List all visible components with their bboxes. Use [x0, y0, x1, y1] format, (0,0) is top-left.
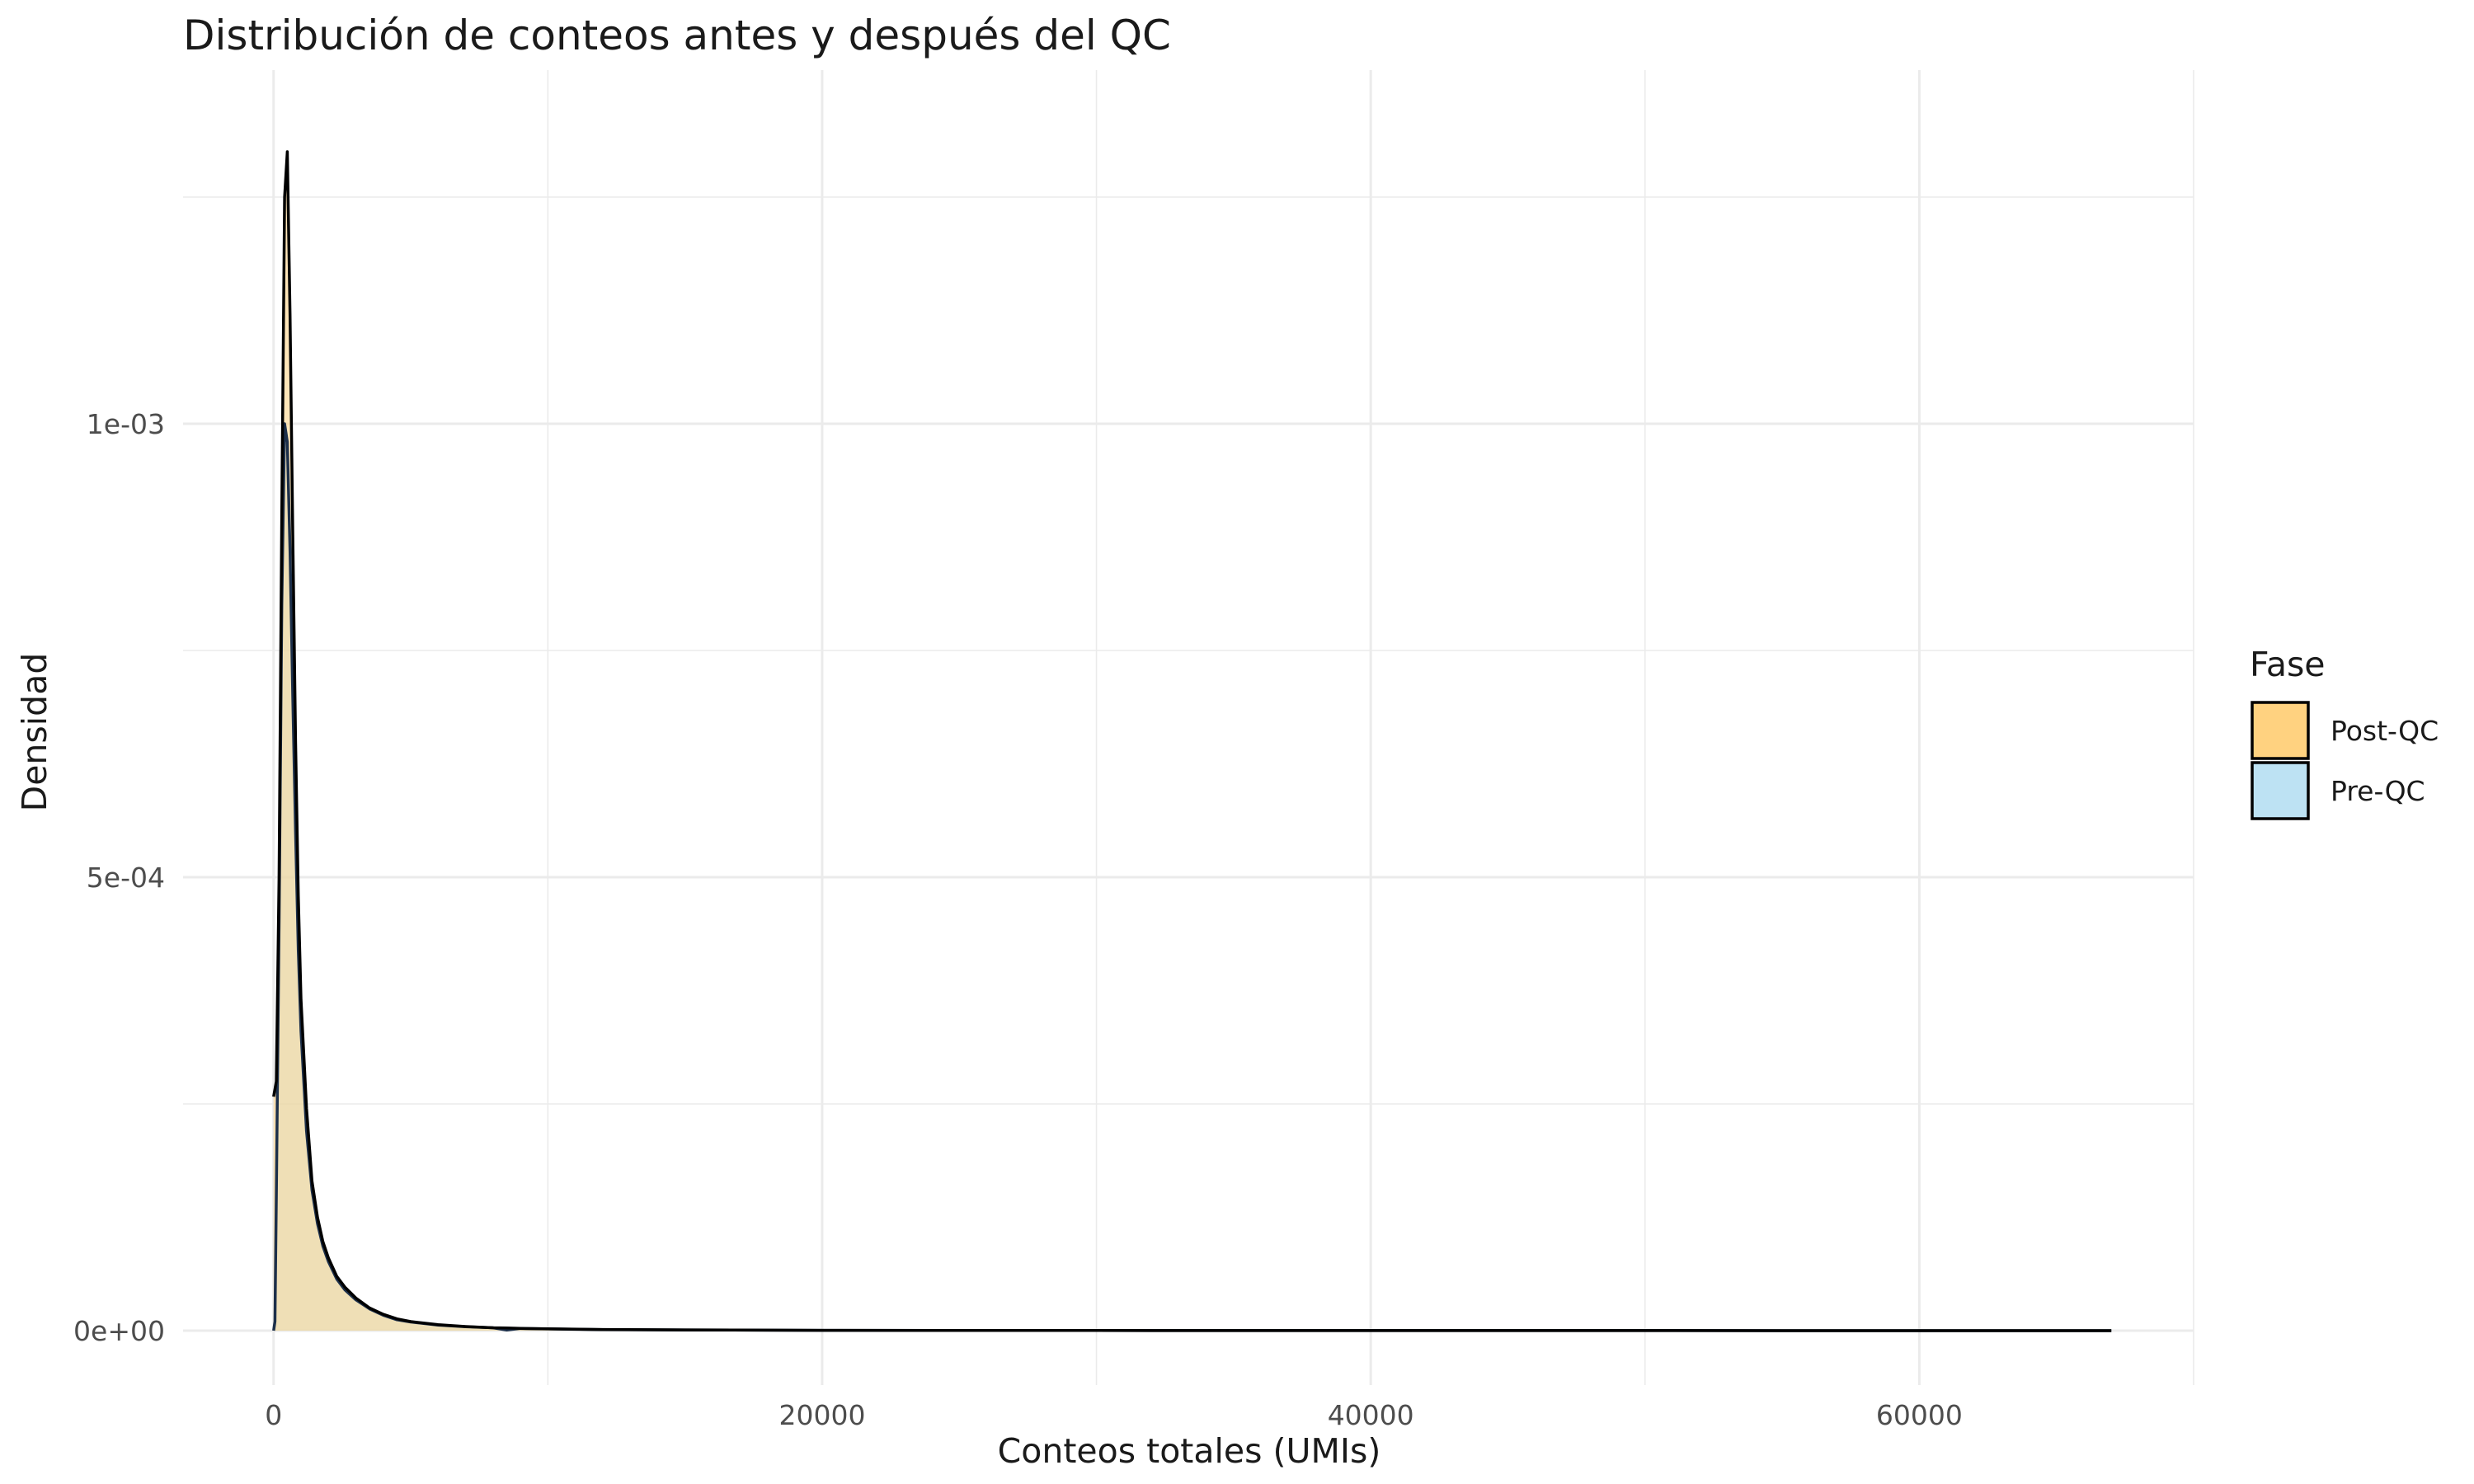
x-tick-label: 0: [265, 1399, 282, 1431]
y-tick-label: 0e+00: [73, 1315, 165, 1347]
x-axis-ticks: 0 20000 40000 60000: [265, 1399, 1963, 1431]
x-axis-title: Conteos totales (UMIs): [998, 1431, 1381, 1471]
legend-label-post-qc: Post-QC: [2331, 715, 2439, 747]
y-tick-label: 5e-04: [87, 862, 165, 894]
density-areas: [273, 152, 2112, 1331]
grid: [183, 70, 2194, 1385]
legend-items: Post-QC Pre-QC: [2251, 701, 2439, 820]
legend-title: Fase: [2250, 645, 2326, 684]
y-axis-title: Densidad: [15, 653, 54, 812]
legend-key-pre-qc: [2251, 761, 2310, 820]
x-tick-label: 60000: [1876, 1399, 1963, 1431]
density-lines: [272, 150, 2112, 1332]
y-axis-ticks: 0e+00 5e-04 1e-03: [73, 408, 165, 1347]
chart-title: Distribución de conteos antes y después …: [183, 12, 1171, 59]
line-post-qc: [272, 150, 2112, 1332]
x-tick-label: 40000: [1328, 1399, 1414, 1431]
legend-label-pre-qc: Pre-QC: [2331, 775, 2425, 807]
x-tick-label: 20000: [778, 1399, 865, 1431]
area-post-qc: [273, 152, 2112, 1331]
y-tick-label: 1e-03: [87, 408, 165, 440]
legend: Fase Post-QC Pre-QC: [2250, 645, 2439, 820]
legend-key-post-qc: [2251, 701, 2310, 760]
